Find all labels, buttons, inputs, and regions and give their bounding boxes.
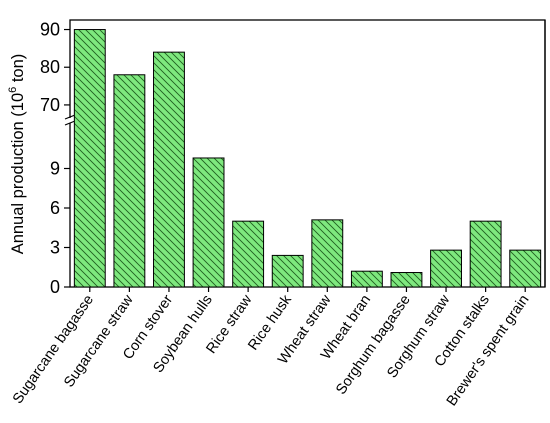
bar-soybean-hulls bbox=[192, 157, 225, 288]
bar-rice-straw bbox=[232, 220, 265, 288]
axis-break-mark bbox=[64, 114, 76, 120]
bar-sorghum-bagasse bbox=[390, 272, 423, 288]
bar-sugarcane-straw bbox=[113, 74, 146, 288]
y-tick-label: 6 bbox=[50, 198, 60, 218]
bar-sugarcane-bagasse bbox=[73, 29, 106, 288]
y-tick-label: 9 bbox=[50, 159, 60, 179]
plot-frame bbox=[64, 19, 546, 288]
axis-break-gap bbox=[64, 118, 540, 123]
bar-brewer-s-spent-grain bbox=[509, 249, 542, 288]
x-tick-label: Sorghum bagasse bbox=[333, 292, 414, 398]
bar-sorghum-straw bbox=[430, 249, 462, 288]
bar-wheat-straw bbox=[311, 219, 344, 288]
axis-break-mark bbox=[64, 120, 76, 126]
bar-corn-stover bbox=[153, 51, 185, 288]
bar-wheat-bran bbox=[350, 270, 383, 288]
bars bbox=[73, 29, 542, 288]
y-axis: 0 3 6 9 70 80 90 bbox=[40, 20, 70, 297]
y-tick-label: 3 bbox=[50, 238, 60, 258]
bar-rice-husk bbox=[271, 254, 304, 288]
y-tick-label: 70 bbox=[40, 95, 60, 115]
x-tick-label: Sugarcane straw bbox=[61, 292, 137, 391]
y-tick-label: 0 bbox=[50, 277, 60, 297]
y-tick-label: 80 bbox=[40, 57, 60, 77]
bar-cotton-stalks bbox=[469, 220, 502, 288]
y-axis-title: Annual production (106 ton) bbox=[7, 54, 27, 255]
y-tick-label: 90 bbox=[40, 20, 60, 40]
